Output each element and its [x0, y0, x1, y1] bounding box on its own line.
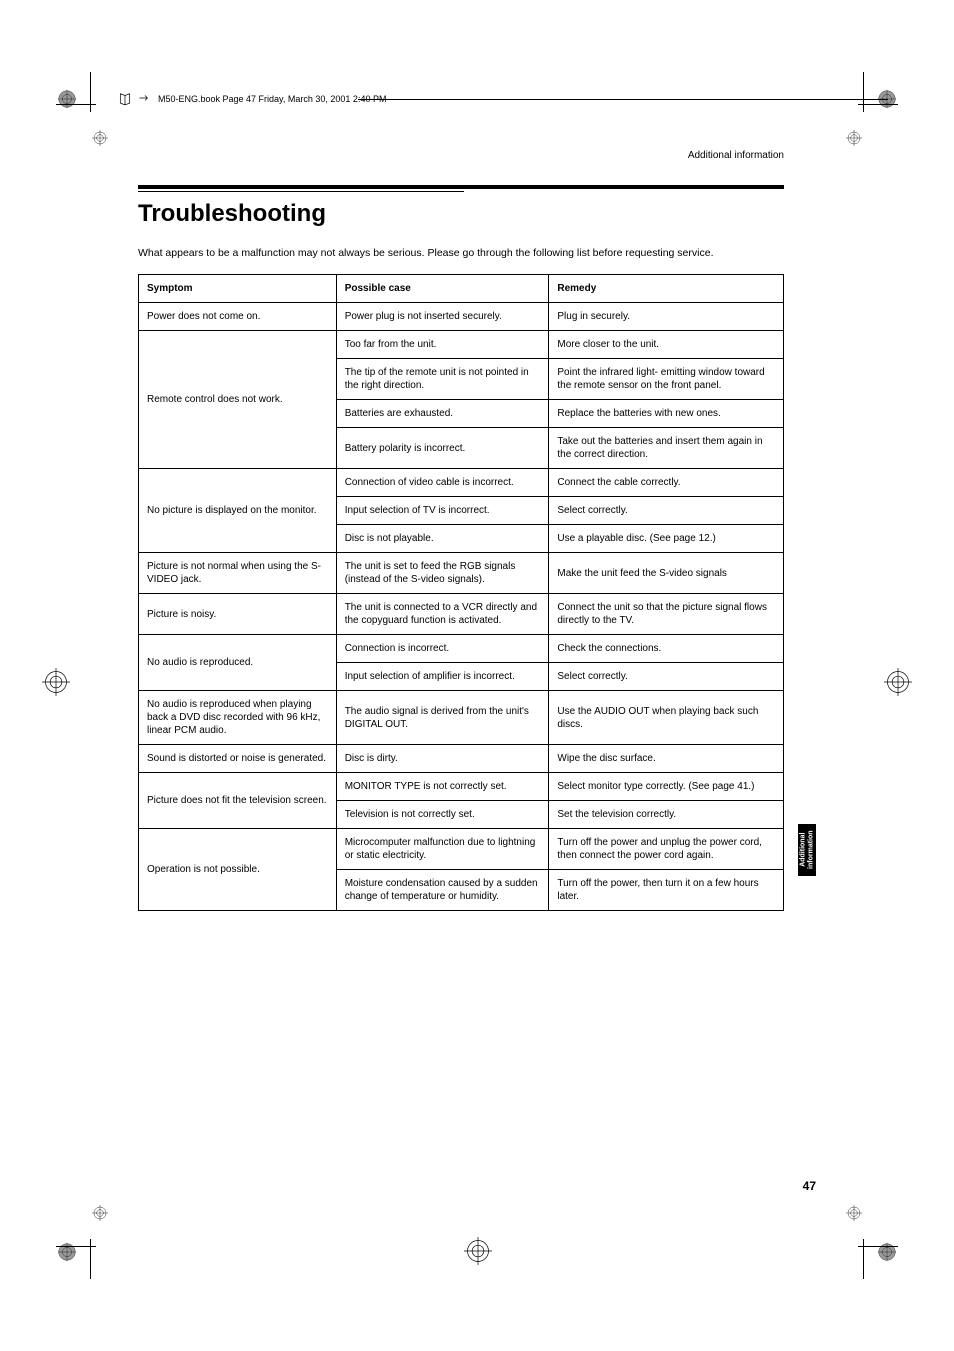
table-row: No audio is reproduced when playing back…: [139, 691, 784, 745]
page-number: 47: [803, 1179, 816, 1193]
crop-line: [858, 104, 898, 105]
cell-remedy: Connect the unit so that the picture sig…: [549, 594, 784, 635]
crop-mark-icon: [884, 668, 912, 696]
cell-case: Input selection of TV is incorrect.: [336, 497, 549, 525]
cell-remedy: Select correctly.: [549, 663, 784, 691]
cell-case: Disc is not playable.: [336, 525, 549, 553]
title-rule-mid: [138, 191, 464, 192]
cell-symptom: Sound is distorted or noise is generated…: [139, 745, 337, 773]
cell-case: Connection is incorrect.: [336, 635, 549, 663]
cell-symptom: Operation is not possible.: [139, 829, 337, 911]
cell-symptom: Remote control does not work.: [139, 331, 337, 469]
section-label: Additional information: [138, 150, 784, 161]
book-meta-text: M50-ENG.book Page 47 Friday, March 30, 2…: [158, 94, 386, 104]
cell-case: Too far from the unit.: [336, 331, 549, 359]
cell-symptom: Picture is noisy.: [139, 594, 337, 635]
cell-remedy: Turn off the power and unplug the power …: [549, 829, 784, 870]
cell-remedy: Connect the cable correctly.: [549, 469, 784, 497]
crop-mark-icon: [56, 88, 78, 110]
cell-case: Battery polarity is incorrect.: [336, 428, 549, 469]
cell-remedy: More closer to the unit.: [549, 331, 784, 359]
table-row: Operation is not possible.Microcomputer …: [139, 829, 784, 870]
crop-mark-icon: [92, 130, 108, 146]
cell-case: The audio signal is derived from the uni…: [336, 691, 549, 745]
cell-remedy: Wipe the disc surface.: [549, 745, 784, 773]
crop-mark-icon: [846, 1205, 862, 1221]
cell-remedy: Turn off the power, then turn it on a fe…: [549, 870, 784, 911]
cell-case: The tip of the remote unit is not pointe…: [336, 359, 549, 400]
cell-case: Power plug is not inserted securely.: [336, 303, 549, 331]
cell-remedy: Take out the batteries and insert them a…: [549, 428, 784, 469]
crop-line: [90, 1239, 91, 1279]
side-tab-line2: information: [807, 831, 814, 870]
page-body: Additional information Troubleshooting W…: [138, 150, 784, 911]
cell-remedy: Select correctly.: [549, 497, 784, 525]
crop-line: [863, 1239, 864, 1279]
cell-case: Batteries are exhausted.: [336, 400, 549, 428]
cell-case: MONITOR TYPE is not correctly set.: [336, 773, 549, 801]
crop-line: [56, 1246, 96, 1247]
crop-line: [858, 1246, 898, 1247]
table-row: No audio is reproduced.Connection is inc…: [139, 635, 784, 663]
crop-mark-icon: [876, 1241, 898, 1263]
book-icon: [118, 92, 132, 106]
crop-mark-icon: [464, 1237, 492, 1265]
cell-case: Moisture condensation caused by a sudden…: [336, 870, 549, 911]
table-row: Sound is distorted or noise is generated…: [139, 745, 784, 773]
crop-mark-icon: [846, 130, 862, 146]
crop-mark-icon: [56, 1241, 78, 1263]
cell-remedy: Plug in securely.: [549, 303, 784, 331]
cell-case: The unit is connected to a VCR directly …: [336, 594, 549, 635]
crop-mark-icon: [92, 1205, 108, 1221]
cell-remedy: Make the unit feed the S-video signals: [549, 553, 784, 594]
th-remedy: Remedy: [549, 275, 784, 303]
page-title: Troubleshooting: [138, 200, 784, 228]
title-rule-thick: [138, 185, 784, 189]
cell-symptom: No audio is reproduced.: [139, 635, 337, 691]
table-row: Picture does not fit the television scre…: [139, 773, 784, 801]
cell-remedy: Point the infrared light- emitting windo…: [549, 359, 784, 400]
crop-line: [863, 72, 864, 112]
table-row: Picture is not normal when using the S-V…: [139, 553, 784, 594]
crop-mark-icon: [42, 668, 70, 696]
cell-symptom: No picture is displayed on the monitor.: [139, 469, 337, 553]
table-row: Power does not come on.Power plug is not…: [139, 303, 784, 331]
table-row: No picture is displayed on the monitor.C…: [139, 469, 784, 497]
cell-case: Disc is dirty.: [336, 745, 549, 773]
cell-case: Microcomputer malfunction due to lightni…: [336, 829, 549, 870]
th-case: Possible case: [336, 275, 549, 303]
crop-line: [90, 72, 91, 112]
side-tab-line1: Additional: [799, 833, 806, 867]
table-row: Picture is noisy.The unit is connected t…: [139, 594, 784, 635]
cell-case: Television is not correctly set.: [336, 801, 549, 829]
cell-case: Connection of video cable is incorrect.: [336, 469, 549, 497]
cell-case: Input selection of amplifier is incorrec…: [336, 663, 549, 691]
book-meta: M50-ENG.book Page 47 Friday, March 30, 2…: [118, 92, 386, 106]
cell-symptom: Picture does not fit the television scre…: [139, 773, 337, 829]
table-header-row: Symptom Possible case Remedy: [139, 275, 784, 303]
intro-text: What appears to be a malfunction may not…: [138, 246, 784, 260]
cell-symptom: Power does not come on.: [139, 303, 337, 331]
cell-remedy: Use a playable disc. (See page 12.): [549, 525, 784, 553]
crop-line: [56, 104, 96, 105]
cell-symptom: Picture is not normal when using the S-V…: [139, 553, 337, 594]
cell-remedy: Check the connections.: [549, 635, 784, 663]
cell-remedy: Replace the batteries with new ones.: [549, 400, 784, 428]
cell-symptom: No audio is reproduced when playing back…: [139, 691, 337, 745]
arrow-right-icon: [138, 92, 152, 106]
meta-rule: [358, 99, 888, 100]
troubleshooting-table: Symptom Possible case Remedy Power does …: [138, 274, 784, 911]
table-row: Remote control does not work.Too far fro…: [139, 331, 784, 359]
th-symptom: Symptom: [139, 275, 337, 303]
cell-remedy: Select monitor type correctly. (See page…: [549, 773, 784, 801]
cell-remedy: Use the AUDIO OUT when playing back such…: [549, 691, 784, 745]
cell-case: The unit is set to feed the RGB signals …: [336, 553, 549, 594]
side-tab: Additional information: [798, 824, 816, 876]
cell-remedy: Set the television correctly.: [549, 801, 784, 829]
